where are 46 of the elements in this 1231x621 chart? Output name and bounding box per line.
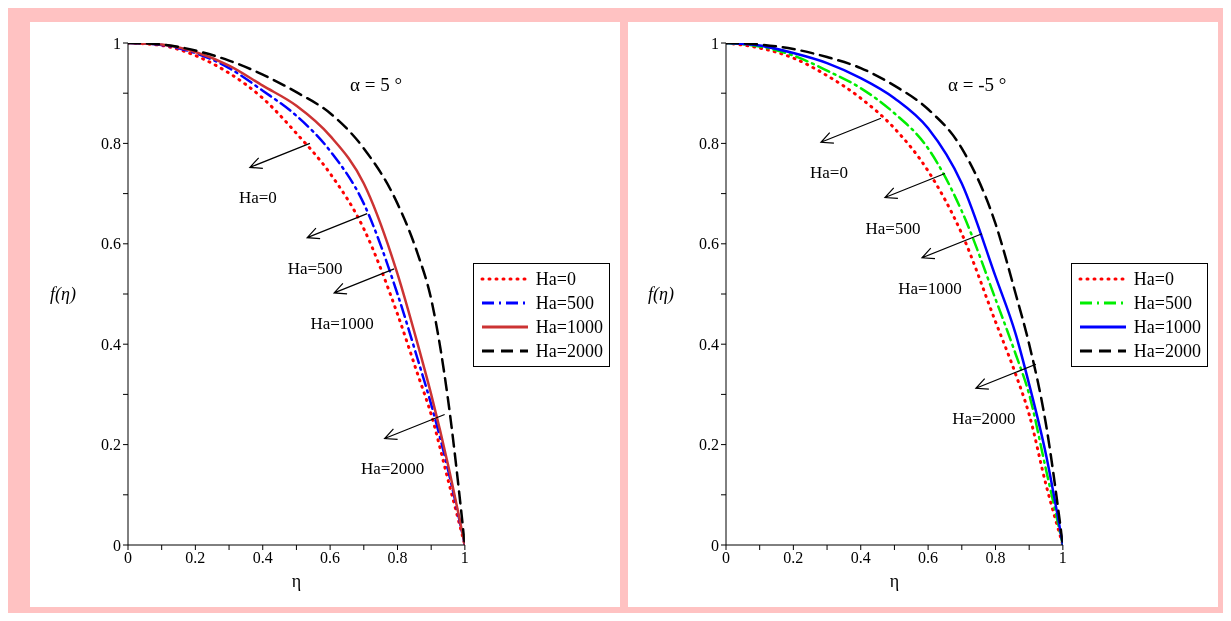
- x-tick-label: 0: [722, 549, 730, 567]
- annotation: α = 5 °: [350, 74, 403, 96]
- x-tick-label: 0.8: [387, 549, 408, 567]
- y-tick-label: 0.6: [699, 235, 719, 253]
- x-tick-label: 0.4: [850, 549, 871, 567]
- annotation: Ha=2000: [360, 459, 425, 479]
- annotation: Ha=1000: [898, 278, 962, 298]
- legend-label: Ha=500: [1133, 291, 1192, 315]
- x-tick-label: 0.6: [918, 549, 939, 567]
- y-tick-label: 0: [113, 536, 121, 554]
- legend-label: Ha=0: [535, 267, 576, 291]
- y-tick-label: 0: [711, 536, 719, 554]
- legend-label: Ha=0: [1133, 267, 1174, 291]
- x-tick-label: 1: [1058, 549, 1067, 567]
- annotation: Ha=2000: [952, 409, 1016, 429]
- x-tick-label: 0: [124, 549, 132, 567]
- x-axis-title: η: [291, 571, 302, 591]
- y-tick-label: 1: [113, 34, 121, 52]
- x-tick-label: 0.4: [252, 549, 273, 567]
- legend-label: Ha=2000: [535, 339, 603, 363]
- y-tick-label: 1: [711, 34, 719, 52]
- annotation: Ha=500: [865, 218, 921, 238]
- annotation: Ha=0: [238, 188, 277, 208]
- legend-label: Ha=500: [535, 291, 594, 315]
- y-axis-title: f(η): [50, 284, 76, 306]
- legend-label: Ha=1000: [1133, 315, 1201, 339]
- y-tick-label: 0.2: [699, 436, 719, 454]
- y-tick-label: 0.6: [101, 235, 121, 253]
- x-tick-label: 0.6: [320, 549, 341, 567]
- annotation: Ha=1000: [310, 313, 374, 333]
- legend-label: Ha=1000: [535, 315, 603, 339]
- x-axis-title: η: [889, 571, 900, 591]
- x-tick-label: 0.8: [985, 549, 1006, 567]
- y-tick-label: 0.4: [699, 335, 719, 353]
- x-tick-label: 0.2: [185, 549, 206, 567]
- y-axis-title: f(η): [648, 284, 674, 306]
- annotation: Ha=500: [287, 258, 343, 278]
- y-tick-label: 0.8: [101, 135, 121, 153]
- y-tick-label: 0.8: [699, 135, 719, 153]
- legend-label: Ha=2000: [1133, 339, 1201, 363]
- y-tick-label: 0.2: [101, 436, 121, 454]
- x-tick-label: 0.2: [783, 549, 804, 567]
- x-tick-label: 1: [460, 549, 469, 567]
- annotation: α = -5 °: [948, 74, 1007, 96]
- annotation: Ha=0: [809, 163, 848, 183]
- y-tick-label: 0.4: [101, 335, 121, 353]
